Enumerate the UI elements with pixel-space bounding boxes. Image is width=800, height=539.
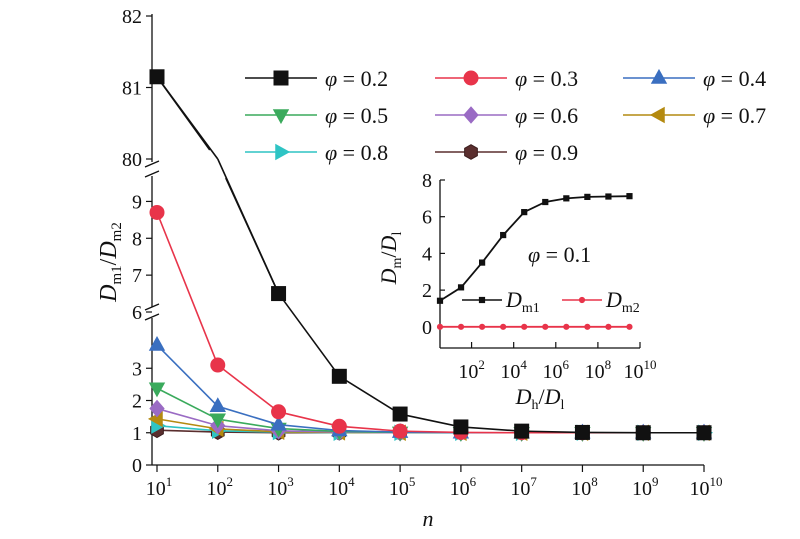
inset-data-point (543, 324, 548, 329)
y-tick-label: 0 (132, 455, 142, 477)
data-point (150, 70, 164, 84)
legend-label: φ = 0.5 (325, 103, 388, 128)
inset-data-point (480, 260, 485, 265)
inset-y-tick-label: 6 (422, 207, 432, 229)
inset-data-point (437, 298, 442, 303)
data-point (697, 426, 711, 440)
legend-label: φ = 0.6 (515, 103, 578, 128)
inset-y-tick-label: 2 (422, 280, 432, 302)
inset-data-point (564, 324, 569, 329)
inset-data-point (522, 210, 527, 215)
inset-y-tick-label: 4 (422, 243, 432, 265)
inset-data-point (458, 324, 463, 329)
y-tick-label: 81 (122, 78, 142, 100)
legend-label: φ = 0.9 (515, 140, 578, 165)
inset-data-point (585, 324, 590, 329)
data-point (636, 426, 650, 440)
inset-data-point (606, 324, 611, 329)
data-point (575, 425, 589, 439)
data-point (272, 405, 286, 419)
legend-label: φ = 0.4 (703, 66, 766, 91)
y-tick-label: 8 (132, 228, 142, 250)
data-point (454, 420, 468, 434)
inset-data-point (585, 194, 590, 199)
inset-data-point (606, 194, 611, 199)
inset-data-point (458, 285, 463, 290)
y-tick-label: 9 (132, 191, 142, 213)
data-point (393, 407, 407, 421)
y-tick-label: 82 (122, 6, 142, 28)
legend-marker (464, 71, 478, 85)
y-tick-label: 7 (132, 265, 142, 287)
inset-annotation: φ = 0.1 (528, 242, 591, 267)
inset-y-tick-label: 0 (422, 317, 432, 339)
y-tick-label: 3 (132, 358, 142, 380)
inset-data-point (564, 196, 569, 201)
legend-label: φ = 0.3 (515, 66, 578, 91)
inset-x-axis-label: Dh/Dl (515, 384, 565, 413)
y-tick-label: 2 (132, 391, 142, 413)
data-point (272, 287, 286, 301)
x-axis-label: n (423, 506, 434, 531)
data-point (332, 419, 346, 433)
data-point (211, 358, 225, 372)
data-point (332, 369, 346, 383)
inset-data-point (480, 324, 485, 329)
data-point (393, 424, 407, 438)
inset-data-point (501, 324, 506, 329)
inset-data-point (437, 324, 442, 329)
legend-marker (274, 71, 288, 85)
legend-label: φ = 0.8 (325, 140, 388, 165)
legend-label: φ = 0.2 (325, 66, 388, 91)
inset-data-point (627, 324, 632, 329)
inset-legend-marker (479, 297, 484, 302)
inset-legend-marker (579, 297, 584, 302)
inset-data-point (543, 199, 548, 204)
legend-marker (465, 145, 478, 160)
inset-data-point (501, 232, 506, 237)
legend-label: φ = 0.7 (703, 103, 766, 128)
inset-y-tick-label: 8 (422, 170, 432, 192)
y-tick-label: 80 (122, 149, 142, 171)
data-point (150, 205, 164, 219)
y-tick-label: 6 (132, 302, 142, 324)
data-point (515, 424, 529, 438)
inset-y-axis-label: Dm/Dl (376, 232, 405, 286)
inset-data-point (522, 324, 527, 329)
inset-data-point (627, 194, 632, 199)
y-tick-label: 1 (132, 423, 142, 445)
